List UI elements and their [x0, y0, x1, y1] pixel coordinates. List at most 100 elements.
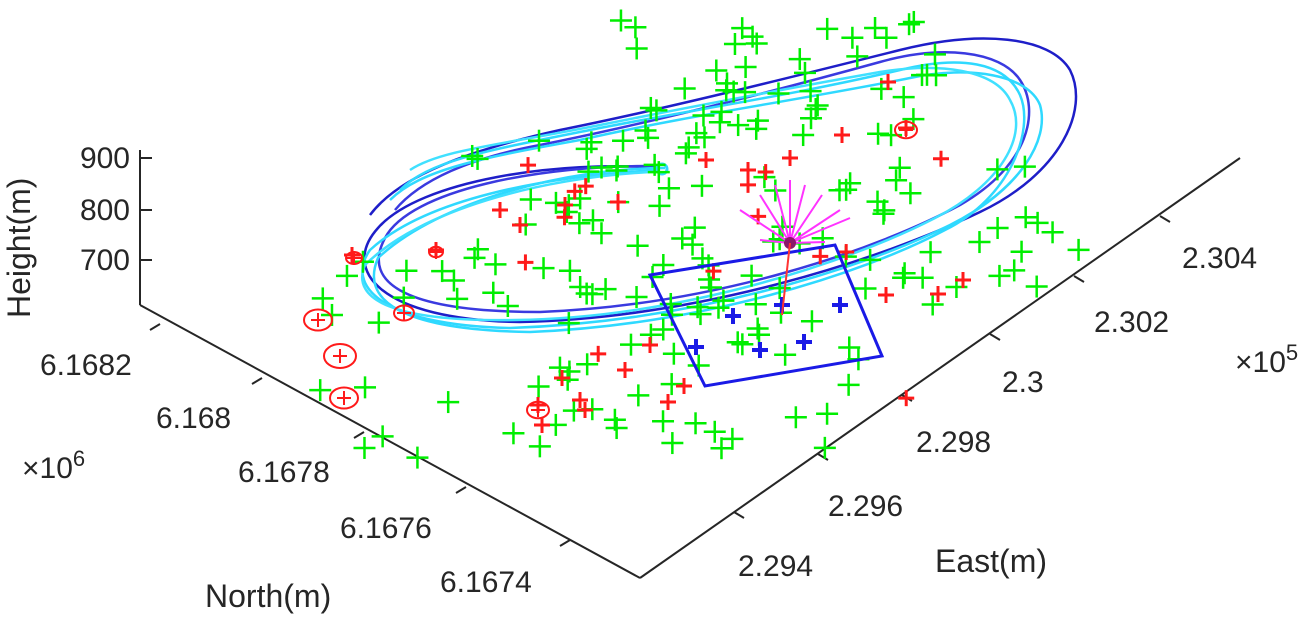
x-multiplier-exponent: 5	[1286, 340, 1298, 365]
y-axis-multiplier: ×106	[22, 446, 85, 485]
ground-point	[710, 437, 733, 460]
ground-point	[875, 26, 898, 49]
highlighted-point	[834, 127, 850, 143]
ground-point	[568, 212, 591, 235]
ground-point	[496, 295, 519, 318]
ground-point	[1067, 238, 1090, 261]
ground-point	[708, 111, 731, 134]
x-tick-mark	[817, 453, 829, 461]
ground-point	[902, 10, 925, 33]
y-multiplier-base: ×10	[22, 452, 73, 485]
highlighted-point	[577, 402, 593, 418]
y-tick-label: 6.1678	[238, 456, 330, 489]
ground-point	[590, 156, 613, 179]
ground-point	[800, 107, 823, 130]
highlighted-point	[566, 183, 583, 200]
y-tick-mark	[149, 323, 161, 331]
ground-point	[532, 257, 555, 280]
y-tick-label: 6.168	[156, 402, 231, 435]
ground-point	[482, 281, 505, 304]
highlighted-point	[610, 194, 626, 210]
highlighted-point	[517, 254, 534, 271]
ground-point	[371, 425, 394, 448]
ground-point	[619, 333, 642, 356]
ground-point	[594, 278, 617, 301]
ground-point	[921, 293, 944, 316]
trajectory-cyan-3	[360, 66, 1018, 322]
ground-point	[466, 147, 489, 170]
ground-point	[652, 318, 675, 341]
z-tick-label: 900	[80, 142, 130, 175]
ground-point	[731, 17, 754, 40]
ground-point	[712, 289, 735, 312]
ground-point	[1010, 240, 1033, 263]
trajectory-cyan-1	[361, 71, 1044, 330]
ground-point	[726, 331, 749, 354]
ground-point	[793, 61, 816, 84]
ground-point	[335, 264, 358, 287]
ground-point	[893, 262, 916, 285]
ground-point	[919, 241, 942, 264]
ground-point	[645, 99, 668, 122]
ground-point	[557, 312, 580, 335]
camera-point	[688, 339, 704, 355]
ground-point	[683, 216, 706, 239]
ground-point	[643, 153, 666, 176]
ground-point	[311, 287, 334, 310]
ground-point	[740, 264, 763, 287]
highlighted-point	[698, 152, 714, 168]
ground-point	[1041, 221, 1064, 244]
camera-footprint	[647, 243, 885, 388]
circled-point	[329, 386, 359, 410]
ground-point	[867, 122, 890, 145]
ground-point	[528, 129, 551, 152]
ground-point	[925, 64, 948, 87]
ground-point	[652, 410, 675, 433]
highlighted-point	[757, 164, 774, 181]
ground-point	[864, 17, 887, 40]
ground-point	[689, 303, 712, 326]
ground-point	[625, 286, 648, 309]
x-multiplier-base: ×10	[1235, 346, 1286, 379]
labels-group: Height(m) North(m) East(m) ×106 ×105	[1, 178, 1298, 614]
ground-point	[625, 37, 648, 60]
ground-point	[746, 317, 769, 340]
ground-point	[788, 48, 811, 71]
circled-point	[894, 120, 918, 140]
ground-point	[854, 277, 877, 300]
ground-point	[911, 266, 934, 289]
ground-point	[723, 33, 746, 56]
highlighted-point	[880, 74, 896, 90]
highlighted-point	[812, 248, 829, 265]
highlighted-point	[676, 378, 692, 394]
ground-point	[466, 238, 489, 261]
ground-point	[660, 373, 683, 396]
y-tick-mark	[559, 539, 571, 547]
ground-point	[859, 248, 882, 271]
highlighted-point	[520, 157, 537, 174]
ground-point	[734, 81, 757, 104]
ground-point	[838, 336, 861, 359]
trajectory-outer	[363, 37, 1078, 324]
ground-point	[746, 109, 769, 132]
x-axis-multiplier: ×105	[1235, 340, 1298, 379]
ground-point	[1025, 275, 1048, 298]
ground-point	[705, 59, 728, 82]
x-tick-label: 2.296	[828, 490, 903, 523]
ground-point	[968, 231, 991, 254]
ground-point	[657, 177, 680, 200]
ground-point	[872, 202, 895, 225]
ground-point	[699, 276, 722, 299]
y-tick-mark	[455, 486, 467, 494]
highlighted-point	[617, 362, 633, 378]
ground-points	[309, 9, 1090, 469]
ground-point	[744, 293, 767, 316]
highlighted-point	[512, 217, 528, 233]
ground-point	[888, 156, 911, 179]
ground-point	[519, 188, 542, 211]
ground-point	[558, 259, 581, 282]
ground-point	[988, 264, 1011, 287]
ground-point	[710, 100, 733, 123]
ground-point	[816, 17, 839, 40]
ground-point	[841, 26, 864, 49]
